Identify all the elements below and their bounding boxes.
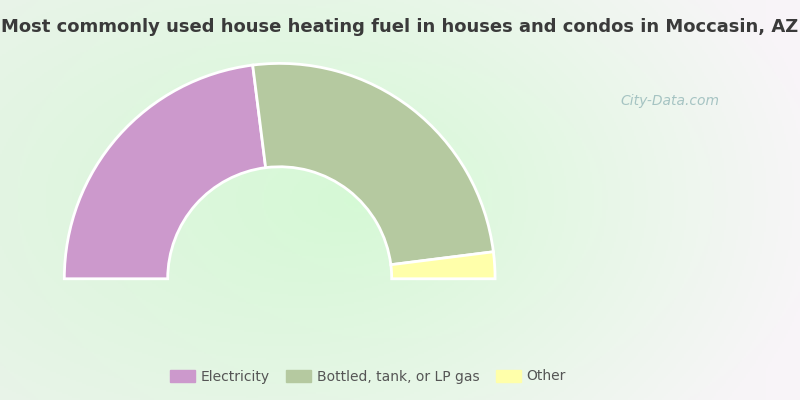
Text: City-Data.com: City-Data.com <box>620 94 719 108</box>
Text: Most commonly used house heating fuel in houses and condos in Moccasin, AZ: Most commonly used house heating fuel in… <box>2 18 798 36</box>
Wedge shape <box>64 65 266 279</box>
Wedge shape <box>391 252 495 279</box>
Legend: Electricity, Bottled, tank, or LP gas, Other: Electricity, Bottled, tank, or LP gas, O… <box>164 364 572 389</box>
Wedge shape <box>253 63 494 265</box>
